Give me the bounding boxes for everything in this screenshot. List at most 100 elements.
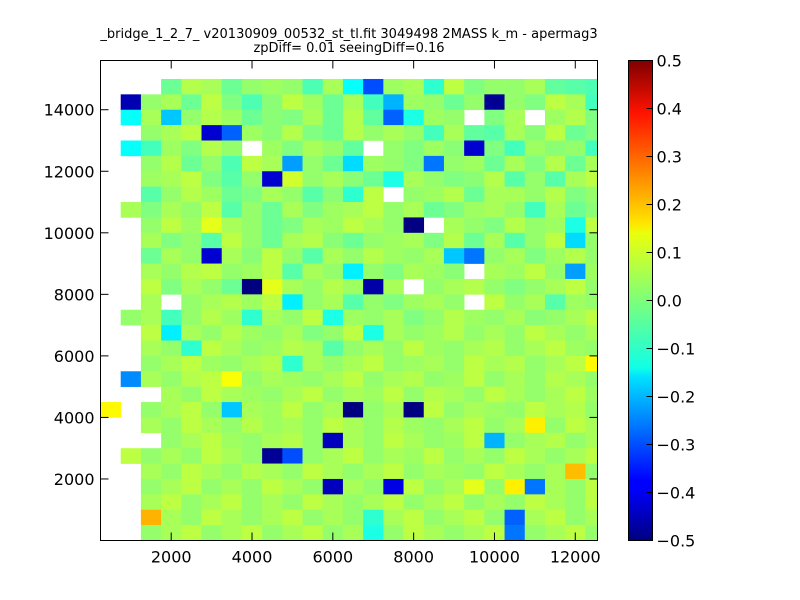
heatmap-cell	[181, 94, 202, 111]
heatmap-cell	[140, 478, 162, 495]
heatmap-cell	[262, 248, 283, 264]
heatmap-cell	[221, 94, 243, 111]
heatmap-cell	[201, 155, 223, 172]
heatmap-cell	[181, 309, 202, 326]
heatmap-cell	[140, 309, 162, 326]
heatmap-cell	[282, 402, 303, 418]
heatmap-cell	[363, 325, 384, 341]
heatmap-cell	[383, 402, 404, 418]
heatmap-cell	[363, 232, 384, 249]
heatmap-cell	[322, 509, 344, 526]
heatmap-cell	[181, 325, 202, 341]
heatmap-cell	[524, 232, 546, 249]
heatmap-cell	[504, 371, 526, 387]
x-tick-label: 4000	[232, 548, 273, 567]
heatmap-cell	[544, 202, 566, 218]
heatmap-cell	[322, 186, 344, 203]
heatmap-cell	[383, 263, 404, 280]
heatmap-cell	[221, 417, 243, 434]
heatmap-cell	[383, 325, 404, 341]
heatmap-cell	[241, 417, 263, 434]
heatmap-cell	[201, 309, 223, 326]
y-tick-label: 10000	[44, 224, 95, 243]
heatmap-cell	[262, 340, 283, 357]
heatmap-cell	[181, 202, 202, 218]
heatmap-cell	[363, 432, 384, 449]
heatmap-cell	[262, 140, 283, 157]
heatmap-cell	[423, 417, 445, 434]
heatmap-cell	[221, 109, 243, 126]
heatmap-cell	[201, 509, 223, 526]
heatmap-cell	[322, 94, 344, 111]
heatmap-cell	[181, 232, 202, 249]
heatmap-cell	[342, 232, 364, 249]
x-tick-label: 8000	[393, 548, 434, 567]
heatmap-cell	[544, 509, 566, 526]
heatmap-cell	[565, 94, 586, 111]
heatmap-cell	[181, 355, 202, 372]
heatmap-cell	[383, 371, 404, 387]
heatmap-cell	[524, 417, 546, 434]
heatmap-cell	[544, 109, 566, 126]
heatmap-cell	[221, 525, 243, 541]
heatmap-cell	[140, 217, 162, 234]
heatmap-cell	[403, 217, 425, 234]
heatmap-cell	[140, 125, 162, 141]
heatmap-cell	[565, 494, 586, 511]
heatmap-cell	[585, 140, 598, 157]
heatmap-cell	[181, 186, 202, 203]
colorbar-tick-label: 0.0	[657, 292, 682, 311]
heatmap-cell	[504, 186, 526, 203]
heatmap-cell	[221, 294, 243, 311]
heatmap-cell	[241, 355, 263, 372]
heatmap-cell	[443, 417, 465, 434]
heatmap-cell	[282, 232, 303, 249]
heatmap-cell	[120, 109, 142, 126]
heatmap-cell	[262, 125, 283, 141]
heatmap-cell	[282, 340, 303, 357]
heatmap-cell	[484, 278, 505, 295]
heatmap-cell	[423, 94, 445, 111]
heatmap-cell	[383, 417, 404, 434]
heatmap-cell	[282, 186, 303, 203]
heatmap-cell	[484, 509, 505, 526]
heatmap-cell	[302, 386, 324, 403]
heatmap-cell	[201, 109, 223, 126]
heatmap-cell	[423, 371, 445, 387]
heatmap-cell	[363, 109, 384, 126]
heatmap-cell	[524, 94, 546, 111]
heatmap-cell	[423, 109, 445, 126]
heatmap-cell	[585, 232, 598, 249]
heatmap-cell	[403, 386, 425, 403]
heatmap-cell	[302, 202, 324, 218]
heatmap-cell	[282, 78, 303, 95]
heatmap-cell	[484, 94, 505, 111]
heatmap-cell	[403, 248, 425, 264]
heatmap-cell	[544, 125, 566, 141]
heatmap-cell	[363, 278, 384, 295]
heatmap-cell	[504, 94, 526, 111]
heatmap-cell	[484, 417, 505, 434]
heatmap-cell	[504, 432, 526, 449]
heatmap-cell	[140, 448, 162, 464]
heatmap-cell	[585, 155, 598, 172]
y-tick-label: 6000	[54, 347, 95, 366]
heatmap-cell	[504, 202, 526, 218]
heatmap-cell	[423, 125, 445, 141]
heatmap-cell	[504, 232, 526, 249]
heatmap-cell	[464, 417, 485, 434]
heatmap-cell	[302, 125, 324, 141]
heatmap-cell	[262, 155, 283, 172]
heatmap-cell	[342, 202, 364, 218]
heatmap-cell	[464, 232, 485, 249]
heatmap-cell	[181, 478, 202, 495]
heatmap-cell	[342, 371, 364, 387]
heatmap-cell	[342, 248, 364, 264]
heatmap-cell	[423, 294, 445, 311]
heatmap-cell	[221, 309, 243, 326]
heatmap-cell	[181, 525, 202, 541]
heatmap-cell	[423, 478, 445, 495]
heatmap-cell	[241, 325, 263, 341]
heatmap-cell	[181, 494, 202, 511]
heatmap-cell	[423, 340, 445, 357]
